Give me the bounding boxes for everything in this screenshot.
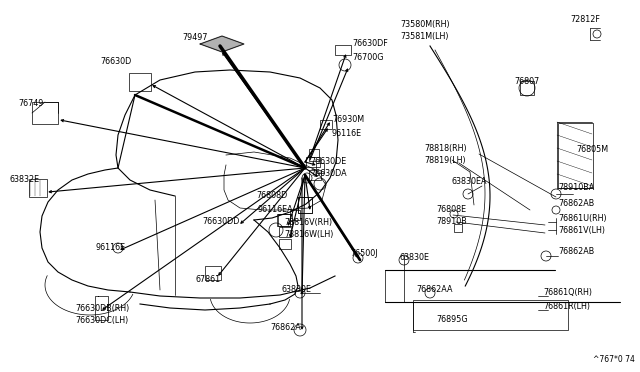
Text: 72812F: 72812F (570, 16, 600, 25)
Text: 63832E: 63832E (10, 176, 40, 185)
Text: 78816V(RH): 78816V(RH) (284, 218, 332, 227)
Bar (278, 214, 290, 226)
Bar (276, 214, 291, 226)
Bar (279, 227, 291, 237)
Text: 76895G: 76895G (436, 315, 468, 324)
Text: 76808E: 76808E (436, 205, 466, 215)
Text: 76861R(LH): 76861R(LH) (543, 301, 590, 311)
Bar (520, 81, 534, 95)
Bar (205, 266, 221, 280)
Bar (309, 170, 321, 180)
Text: 96116E: 96116E (95, 244, 125, 253)
Text: 78910B: 78910B (436, 218, 467, 227)
Polygon shape (200, 36, 244, 52)
Text: 78816W(LH): 78816W(LH) (284, 230, 333, 238)
Text: 76862AB: 76862AB (558, 247, 595, 257)
Text: 96116EA: 96116EA (258, 205, 294, 215)
Bar (320, 119, 332, 128)
Text: 76630DF: 76630DF (352, 39, 388, 48)
Text: 63830EA: 63830EA (452, 177, 488, 186)
Text: 76700G: 76700G (352, 54, 383, 62)
Text: 63830E: 63830E (400, 253, 430, 263)
Bar (129, 73, 151, 91)
Text: 76805M: 76805M (576, 145, 608, 154)
Bar (29, 179, 47, 197)
Text: 76630DC(LH): 76630DC(LH) (75, 315, 128, 324)
Text: 76500J: 76500J (350, 250, 378, 259)
Text: ^767*0 74: ^767*0 74 (593, 355, 635, 364)
Text: 96116E: 96116E (332, 129, 362, 138)
Text: 76808D: 76808D (256, 192, 287, 201)
Bar (306, 157, 320, 167)
Text: 76807: 76807 (514, 77, 540, 87)
Text: 78819(LH): 78819(LH) (424, 155, 466, 164)
Bar (335, 45, 351, 55)
Text: 76630DA: 76630DA (310, 170, 347, 179)
Text: 78910BA: 78910BA (558, 183, 595, 192)
Text: 78818(RH): 78818(RH) (424, 144, 467, 153)
Bar (290, 210, 300, 220)
Bar (557, 122, 593, 187)
Text: 79497: 79497 (182, 33, 207, 42)
Bar (298, 197, 312, 213)
Text: 76630DE: 76630DE (310, 157, 346, 167)
Text: 76861V(LH): 76861V(LH) (558, 225, 605, 234)
Bar (32, 102, 58, 124)
Text: 76861Q(RH): 76861Q(RH) (543, 288, 592, 296)
Text: 76930M: 76930M (332, 115, 364, 125)
Bar (279, 239, 291, 249)
Text: 73580M(RH): 73580M(RH) (400, 19, 450, 29)
Bar (309, 149, 319, 161)
Text: 76862A: 76862A (270, 324, 301, 333)
Bar (316, 163, 324, 173)
Text: 76630DD: 76630DD (202, 218, 239, 227)
Text: 73581M(LH): 73581M(LH) (400, 32, 449, 41)
Text: 76862AB: 76862AB (558, 199, 595, 208)
Bar (454, 224, 462, 232)
Bar (298, 197, 312, 213)
Text: 76630DB(RH): 76630DB(RH) (75, 304, 129, 312)
Text: 63830E: 63830E (282, 285, 312, 295)
Text: 76630D: 76630D (100, 58, 131, 67)
Text: 76862AA: 76862AA (416, 285, 452, 295)
Text: 67861: 67861 (195, 276, 220, 285)
Bar (413, 300, 568, 330)
Text: 76861U(RH): 76861U(RH) (558, 214, 607, 222)
Text: 76749: 76749 (18, 99, 44, 108)
